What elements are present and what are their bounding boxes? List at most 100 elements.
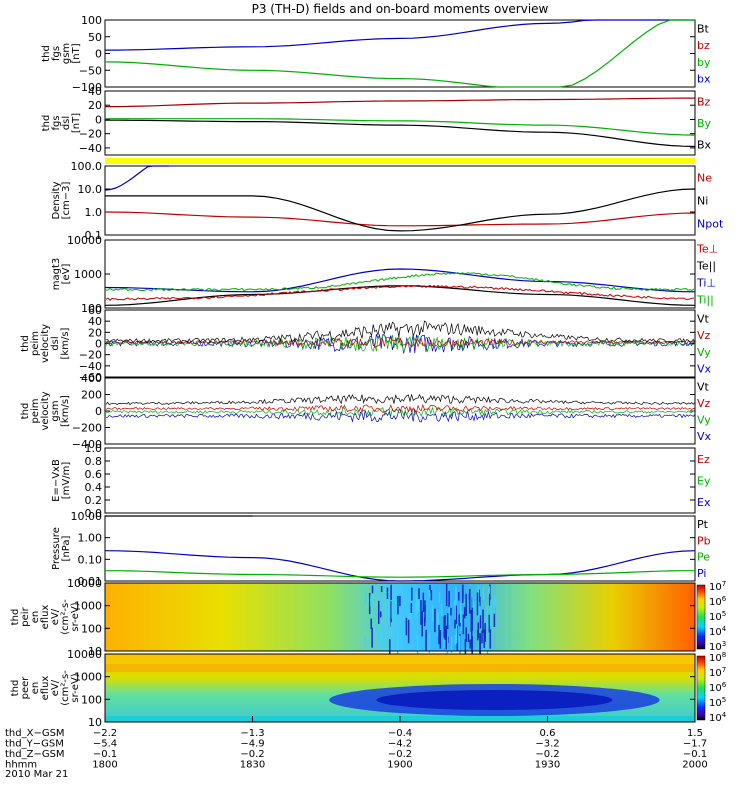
spectrogram-speck xyxy=(469,589,471,614)
spectrogram-speck xyxy=(374,606,377,616)
spectrogram-band xyxy=(105,664,695,672)
temperature-trace xyxy=(105,272,695,292)
legend-entry: Vy xyxy=(697,346,711,359)
y-axis-label: [mV/m] xyxy=(61,462,72,500)
spectrogram-speck xyxy=(382,601,385,618)
spectrogram-speck xyxy=(455,627,458,640)
y-tick-label: 1000 xyxy=(74,671,102,684)
spectrogram-speck xyxy=(462,590,464,604)
y-axis-label: eV/ xyxy=(50,679,61,696)
spectrogram-speck xyxy=(493,594,496,614)
legend-entry: Npot xyxy=(697,218,724,231)
legend-entry: Vz xyxy=(697,397,711,410)
y-axis-label: (cm²-s- xyxy=(60,599,71,635)
y-tick-label: 0 xyxy=(95,405,102,418)
spectrogram-speck xyxy=(459,602,462,623)
y-tick-label: 0.4 xyxy=(85,481,103,494)
y-axis-label: fgs xyxy=(51,115,62,130)
x-tick-label: −1.7 xyxy=(683,739,707,750)
spectrogram-speck xyxy=(443,616,445,638)
legend-entry: By xyxy=(697,117,712,130)
velocity-trace-vx xyxy=(105,408,696,423)
velocity-trace-vz xyxy=(105,336,695,349)
y-tick-label: −40 xyxy=(79,360,102,373)
series-Ne xyxy=(104,211,696,227)
spectrogram-speck xyxy=(448,608,451,625)
spectrogram-speck xyxy=(375,589,377,597)
y-tick-label: −400 xyxy=(72,438,102,451)
series-Bx xyxy=(105,119,696,148)
y-axis-label: [cm−3] xyxy=(61,182,72,220)
spectrogram-speck xyxy=(434,608,436,633)
y-tick-label: −50 xyxy=(79,64,102,77)
spectrogram-speck xyxy=(386,587,389,599)
y-tick-label: 1000 xyxy=(74,268,102,281)
y-axis-label: thd xyxy=(41,115,52,132)
spectrogram-speck xyxy=(478,589,480,602)
y-tick-label: 10000 xyxy=(67,577,102,590)
spectrogram-speck xyxy=(468,592,471,601)
y-axis-label: velocity xyxy=(40,391,51,430)
series-Pi xyxy=(104,550,696,582)
spectrogram-speck xyxy=(446,633,449,658)
y-axis-label: en xyxy=(30,682,41,695)
spectrogram-speck xyxy=(462,614,465,635)
spectrogram-speck xyxy=(417,599,419,613)
spectrogram-speck xyxy=(384,586,387,602)
y-tick-label: 0 xyxy=(95,113,102,126)
colorbar-label: 106 xyxy=(709,681,727,694)
colorbar-label: 107 xyxy=(709,666,726,679)
spectrogram-speck xyxy=(465,627,468,643)
spectrogram-speck xyxy=(454,599,456,620)
y-axis-label: [km/s] xyxy=(60,327,71,359)
panel-frame-p8 xyxy=(104,515,696,582)
spectrogram-speck xyxy=(458,635,461,659)
y-tick-label: 1.0 xyxy=(85,206,103,219)
y-tick-label: 10.00 xyxy=(71,510,103,523)
plot-title: P3 (TH-D) fields and on-board moments ov… xyxy=(252,2,549,16)
y-axis-label: peim xyxy=(30,398,41,423)
y-tick-label: 10000 xyxy=(67,648,102,661)
y-tick-label: 0.0 xyxy=(85,507,103,520)
legend-entry: Vx xyxy=(697,430,712,443)
spectrogram-speck xyxy=(458,591,460,601)
spectrogram-speck xyxy=(476,592,479,616)
y-tick-label: 0.6 xyxy=(85,468,103,481)
velocity-trace-vt xyxy=(105,393,696,406)
spectrogram-speck xyxy=(424,605,426,623)
spectrogram-speck xyxy=(396,632,399,656)
spectrogram-speck xyxy=(429,584,431,594)
legend-entry: Pt xyxy=(697,518,709,531)
date-label: 2010 Mar 21 xyxy=(5,769,68,780)
spectrogram-speck xyxy=(399,595,401,607)
y-tick-label: 100 xyxy=(81,693,102,706)
y-tick-label: 0.2 xyxy=(85,494,103,507)
spectrogram-speck xyxy=(421,611,423,637)
y-axis-label: [km/s] xyxy=(60,395,71,427)
panel-frame-p2 xyxy=(104,90,696,156)
legend-entry: Vx xyxy=(697,363,712,376)
spectrogram-speck xyxy=(390,584,392,601)
spectrogram-speck xyxy=(489,629,492,649)
y-tick-label: 200 xyxy=(81,389,102,402)
legend-entry: Vt xyxy=(697,380,710,393)
spectrogram-speck xyxy=(376,619,378,634)
series-Ti⊥ xyxy=(104,268,696,293)
colorbar-label: 104 xyxy=(709,625,727,638)
spectrogram-speck xyxy=(471,607,473,631)
spectrogram-speck xyxy=(465,593,467,616)
y-axis-label: Pressure xyxy=(51,527,62,570)
y-axis-label: dsl xyxy=(50,336,61,350)
y-tick-label: −40 xyxy=(79,142,102,155)
y-axis-label: sr-eV) xyxy=(70,602,81,631)
y-axis-label: [nT] xyxy=(71,113,82,133)
x-tick-label: −5.4 xyxy=(93,739,117,750)
y-tick-label: 1.0 xyxy=(85,442,103,455)
spectrogram-speck xyxy=(469,639,471,649)
spectrogram-speck xyxy=(488,614,491,633)
legend-entry: by xyxy=(697,56,711,69)
y-tick-label: 60 xyxy=(88,304,102,317)
x-tick-label: 1930 xyxy=(535,760,560,771)
spectrogram-speck xyxy=(368,593,371,615)
spectrogram-speck xyxy=(487,623,490,634)
